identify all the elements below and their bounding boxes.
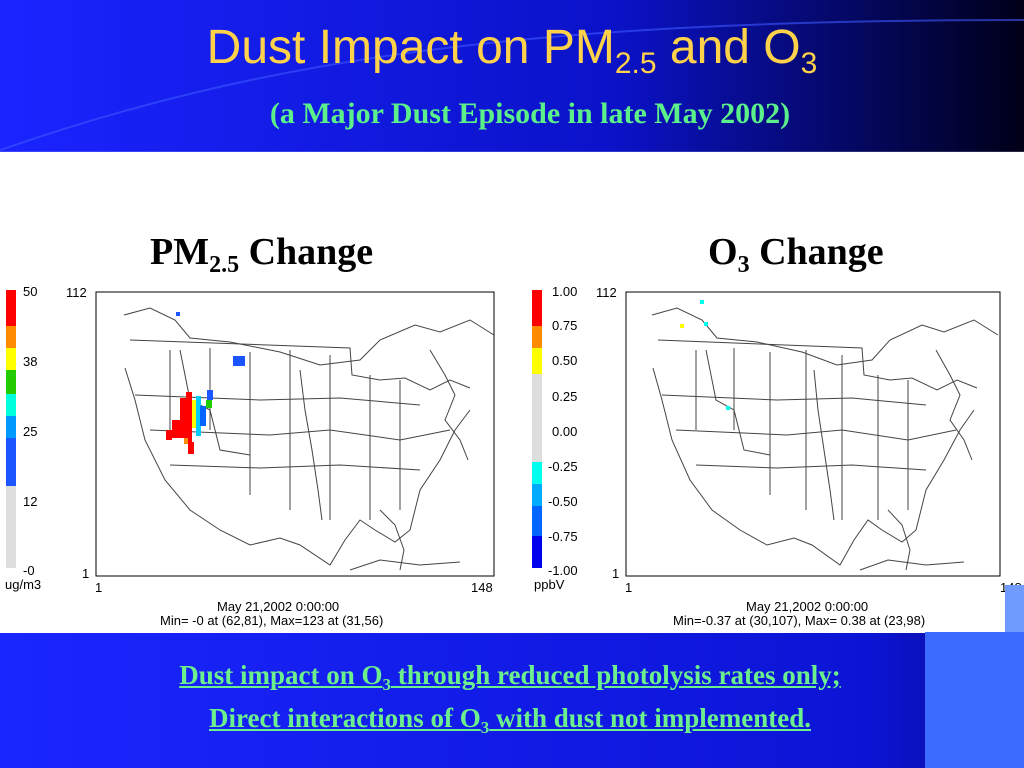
note1-text-rest: through reduced photolysis rates only; — [390, 660, 841, 690]
o3-heading-text: O — [708, 231, 738, 273]
o3-legend-tick: -0.50 — [548, 494, 578, 509]
slide-title: Dust Impact on PM2.5 and O3 — [0, 21, 1024, 79]
title-text-and: and O — [656, 21, 801, 74]
o3-axis-ybottom: 1 — [612, 566, 620, 581]
pm-heading-subscript: 2.5 — [209, 252, 240, 278]
pm-legend-swatch — [6, 486, 16, 568]
note1-text: Dust impact on O — [179, 660, 383, 690]
o3-map-figure — [532, 290, 1001, 577]
pm-axis-xright: 148 — [471, 580, 493, 595]
o3-stats-label: Min=-0.37 at (30,107), Max= 0.38 at (23,… — [673, 613, 926, 628]
o3-legend-tick: 0.00 — [552, 424, 578, 439]
pm-legend-swatch — [6, 394, 16, 416]
note-line-1: Dust impact on O3 through reduced photol… — [0, 660, 1020, 694]
pm-map-frame — [95, 291, 495, 577]
note2-text: Direct interactions of O — [209, 703, 481, 733]
o3-date-label: May 21,2002 0:00:00 — [746, 599, 869, 614]
o3-legend-bar — [532, 290, 542, 568]
note-line-2: Direct interactions of O3 with dust not … — [0, 703, 1020, 737]
pm-axis-ytop: 112 — [66, 285, 87, 300]
o3-map-outlines — [651, 307, 999, 571]
o3-panel-heading: O3 Change — [708, 230, 884, 277]
note2-subscript: 3 — [480, 718, 490, 737]
pm-legend-tick: -0 — [23, 563, 35, 578]
pm-legend-tick: 25 — [23, 424, 38, 439]
pm-legend-swatch — [6, 438, 16, 486]
o3-legend-tick: 0.75 — [552, 318, 578, 333]
title-subscript-pm: 2.5 — [614, 47, 657, 80]
note2-text-rest: with dust not implemented. — [489, 703, 811, 733]
pm-legend-tick: 38 — [23, 354, 38, 369]
pm-legend-tick: 12 — [23, 494, 38, 509]
o3-legend-tick: -1.00 — [548, 563, 578, 578]
pm-unit-label: ug/m3 — [5, 577, 42, 592]
o3-heading-rest: Change — [749, 231, 884, 273]
o3-legend-tick: -0.75 — [548, 529, 578, 544]
pm-stats-label: Min= -0 at (62,81), Max=123 at (31,56) — [160, 613, 384, 628]
pm-axis-ybottom: 1 — [82, 566, 90, 581]
pm-legend-swatch — [6, 326, 16, 348]
o3-legend-swatch — [532, 536, 542, 568]
pm-map-outlines — [123, 307, 495, 571]
o3-legend-tick: -0.25 — [548, 459, 578, 474]
note1-subscript: 3 — [382, 675, 391, 694]
pm-heading-rest: Change — [239, 231, 374, 273]
o3-heading-subscript: 3 — [737, 252, 750, 278]
decorative-square — [925, 632, 1024, 768]
pm-date-label: May 21,2002 0:00:00 — [217, 599, 340, 614]
o3-axis-ytop: 112 — [596, 285, 617, 300]
title-text: Dust Impact on PM — [206, 21, 615, 74]
o3-legend-tick: 1.00 — [552, 284, 578, 299]
o3-legend-swatch — [532, 462, 542, 484]
slide-subtitle: (a Major Dust Episode in late May 2002) — [269, 97, 791, 130]
pm-legend-swatch — [6, 290, 16, 326]
o3-legend-swatch — [532, 326, 542, 348]
o3-legend-swatch — [532, 484, 542, 506]
pm-legend-tick: 50 — [23, 284, 38, 299]
o3-legend-swatch — [532, 290, 542, 326]
o3-legend-swatch — [532, 506, 542, 536]
pm-legend-bar — [6, 290, 16, 568]
title-subscript-o3: 3 — [800, 47, 818, 80]
pm-dust-plume — [166, 312, 245, 454]
o3-map-frame — [625, 291, 1001, 577]
o3-axis-xleft: 1 — [625, 580, 633, 595]
pm-legend-swatch — [6, 416, 16, 438]
o3-change-cells — [680, 300, 730, 410]
o3-legend-swatch — [532, 348, 542, 374]
pm-axis-xleft: 1 — [95, 580, 103, 595]
pm-panel-heading: PM2.5 Change — [150, 230, 374, 277]
o3-legend-tick: 0.25 — [552, 389, 578, 404]
o3-unit-label: ppbV — [534, 577, 565, 592]
o3-legend-tick: 0.50 — [552, 353, 578, 368]
pm-map-figure — [6, 290, 495, 577]
o3-legend-swatch — [532, 374, 542, 462]
pm-legend-swatch — [6, 370, 16, 394]
pm-legend-swatch — [6, 348, 16, 370]
pm-heading-text: PM — [150, 231, 210, 273]
